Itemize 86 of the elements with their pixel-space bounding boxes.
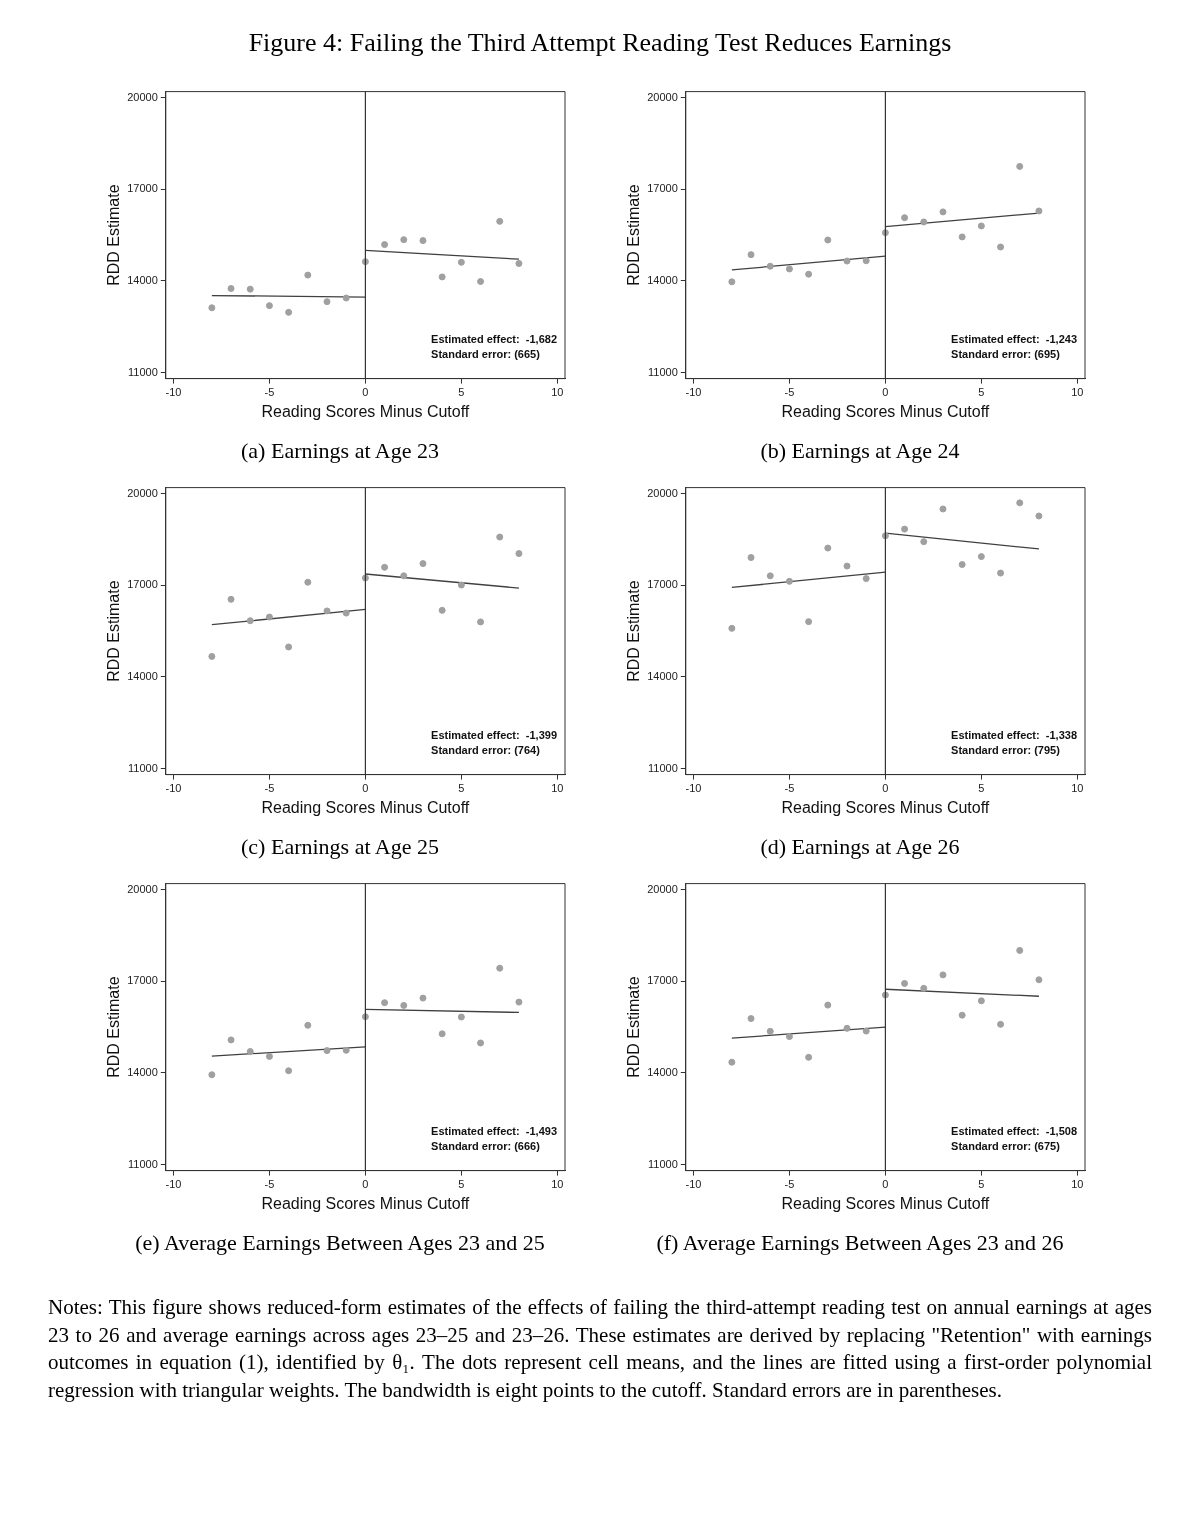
x-tick-label: 5 bbox=[978, 386, 985, 399]
y-tick-label: 11000 bbox=[128, 1157, 158, 1170]
y-axis-title: RDD Estimate bbox=[625, 184, 643, 286]
y-axis-title: RDD Estimate bbox=[105, 184, 123, 286]
y-tick-label: 20000 bbox=[127, 882, 158, 895]
y-tick-label: 20000 bbox=[647, 882, 678, 895]
text: Figure 4: Failing the Third Attempt Reading Test Reduces Earnings bbox=[247, 28, 953, 58]
y-tick-label: 14000 bbox=[647, 1065, 678, 1078]
y-tick-label: 11000 bbox=[128, 365, 158, 378]
x-tick-label: 0 bbox=[882, 782, 889, 795]
x-tick-label: 10 bbox=[551, 1178, 564, 1191]
y-tick-label: 20000 bbox=[127, 486, 158, 499]
annotation: Standard error: (795) bbox=[951, 743, 1061, 756]
x-tick-label: -5 bbox=[264, 1178, 275, 1191]
annotation: Standard error: (695) bbox=[951, 347, 1061, 360]
annotation: Standard error: (665) bbox=[431, 347, 541, 360]
y-tick-label: 20000 bbox=[647, 90, 678, 103]
y-tick-label: 11000 bbox=[648, 1157, 678, 1170]
x-axis-title: Reading Scores Minus Cutoff bbox=[261, 402, 470, 420]
y-tick-label: 17000 bbox=[127, 182, 158, 195]
x-tick-label: -10 bbox=[165, 1178, 182, 1191]
y-tick-label: 11000 bbox=[648, 761, 678, 774]
text: (f) Average Earnings Between Ages 23 and 26 bbox=[655, 1230, 1065, 1256]
x-tick-label: -5 bbox=[264, 782, 275, 795]
x-tick-label: -5 bbox=[784, 386, 795, 399]
y-axis-title: RDD Estimate bbox=[105, 580, 123, 682]
annotation: Estimated effect: -1,399 bbox=[431, 728, 557, 741]
x-tick-label: 5 bbox=[458, 782, 465, 795]
y-tick-label: 11000 bbox=[648, 365, 678, 378]
x-tick-label: 0 bbox=[882, 1178, 889, 1191]
annotation: Estimated effect: -1,338 bbox=[951, 728, 1077, 741]
y-tick-label: 20000 bbox=[647, 486, 678, 499]
x-tick-label: 5 bbox=[978, 782, 985, 795]
y-tick-label: 14000 bbox=[647, 669, 678, 682]
x-tick-label: -10 bbox=[685, 782, 702, 795]
y-tick-label: 14000 bbox=[127, 273, 158, 286]
annotation: Standard error: (675) bbox=[951, 1139, 1061, 1152]
y-tick-label: 14000 bbox=[127, 669, 158, 682]
text: (c) Earnings at Age 25 bbox=[240, 834, 440, 860]
text: (a) Earnings at Age 23 bbox=[240, 438, 440, 464]
x-tick-label: -5 bbox=[784, 1178, 795, 1191]
x-tick-label: 0 bbox=[362, 1178, 369, 1191]
text: (d) Earnings at Age 26 bbox=[759, 834, 961, 860]
annotation: Standard error: (666) bbox=[431, 1139, 541, 1152]
x-tick-label: 0 bbox=[882, 386, 889, 399]
x-tick-label: 5 bbox=[458, 1178, 465, 1191]
x-axis-title: Reading Scores Minus Cutoff bbox=[781, 798, 990, 816]
x-tick-label: 10 bbox=[1071, 782, 1084, 795]
y-tick-label: 14000 bbox=[127, 1065, 158, 1078]
x-tick-label: -10 bbox=[685, 386, 702, 399]
y-tick-label: 17000 bbox=[127, 974, 158, 987]
x-axis-title: Reading Scores Minus Cutoff bbox=[781, 402, 990, 420]
x-tick-label: 5 bbox=[458, 386, 465, 399]
y-axis-title: RDD Estimate bbox=[105, 976, 123, 1078]
x-axis-title: Reading Scores Minus Cutoff bbox=[261, 1194, 470, 1212]
annotation: Standard error: (764) bbox=[431, 743, 541, 756]
annotation: Estimated effect: -1,508 bbox=[951, 1124, 1077, 1137]
y-tick-label: 17000 bbox=[127, 578, 158, 591]
x-axis-title: Reading Scores Minus Cutoff bbox=[781, 1194, 990, 1212]
x-tick-label: -10 bbox=[165, 782, 182, 795]
text: (b) Earnings at Age 24 bbox=[759, 438, 961, 464]
y-tick-label: 17000 bbox=[647, 182, 678, 195]
annotation: Estimated effect: -1,493 bbox=[431, 1124, 557, 1137]
x-tick-label: 10 bbox=[551, 386, 564, 399]
annotation: Estimated effect: -1,682 bbox=[431, 332, 557, 345]
x-axis-title: Reading Scores Minus Cutoff bbox=[261, 798, 470, 816]
annotation: Estimated effect: -1,243 bbox=[951, 332, 1077, 345]
y-tick-label: 14000 bbox=[647, 273, 678, 286]
x-tick-label: 10 bbox=[551, 782, 564, 795]
x-tick-label: 5 bbox=[978, 1178, 985, 1191]
x-tick-label: -10 bbox=[685, 1178, 702, 1191]
y-axis-title: RDD Estimate bbox=[625, 580, 643, 682]
x-tick-label: -5 bbox=[784, 782, 795, 795]
y-axis-title: RDD Estimate bbox=[625, 976, 643, 1078]
text: (e) Average Earnings Between Ages 23 and 25 bbox=[134, 1230, 546, 1256]
x-tick-label: -5 bbox=[264, 386, 275, 399]
x-tick-label: 0 bbox=[362, 386, 369, 399]
y-tick-label: 17000 bbox=[647, 974, 678, 987]
y-tick-label: 17000 bbox=[647, 578, 678, 591]
x-tick-label: 10 bbox=[1071, 1178, 1084, 1191]
y-tick-label: 11000 bbox=[128, 761, 158, 774]
x-tick-label: -10 bbox=[165, 386, 182, 399]
x-tick-label: 0 bbox=[362, 782, 369, 795]
x-tick-label: 10 bbox=[1071, 386, 1084, 399]
text: Notes: This figure shows reduced-form estimates of the effects of failing the third-attempt reading test on annual earnings at ages 23 to 26 and average earnings across ages 23–25 and 23–26. These estimates are derived by replacing "Retention" with earnings outcomes in equation (1), identified by θ₁. The dots represent cell means, and the lines are fitted using a first-order polynomial regression with triangular weights. The bandwidth is eight points to the cutoff. Standard errors are in parentheses. bbox=[48, 1294, 1152, 1405]
y-tick-label: 20000 bbox=[127, 90, 158, 103]
